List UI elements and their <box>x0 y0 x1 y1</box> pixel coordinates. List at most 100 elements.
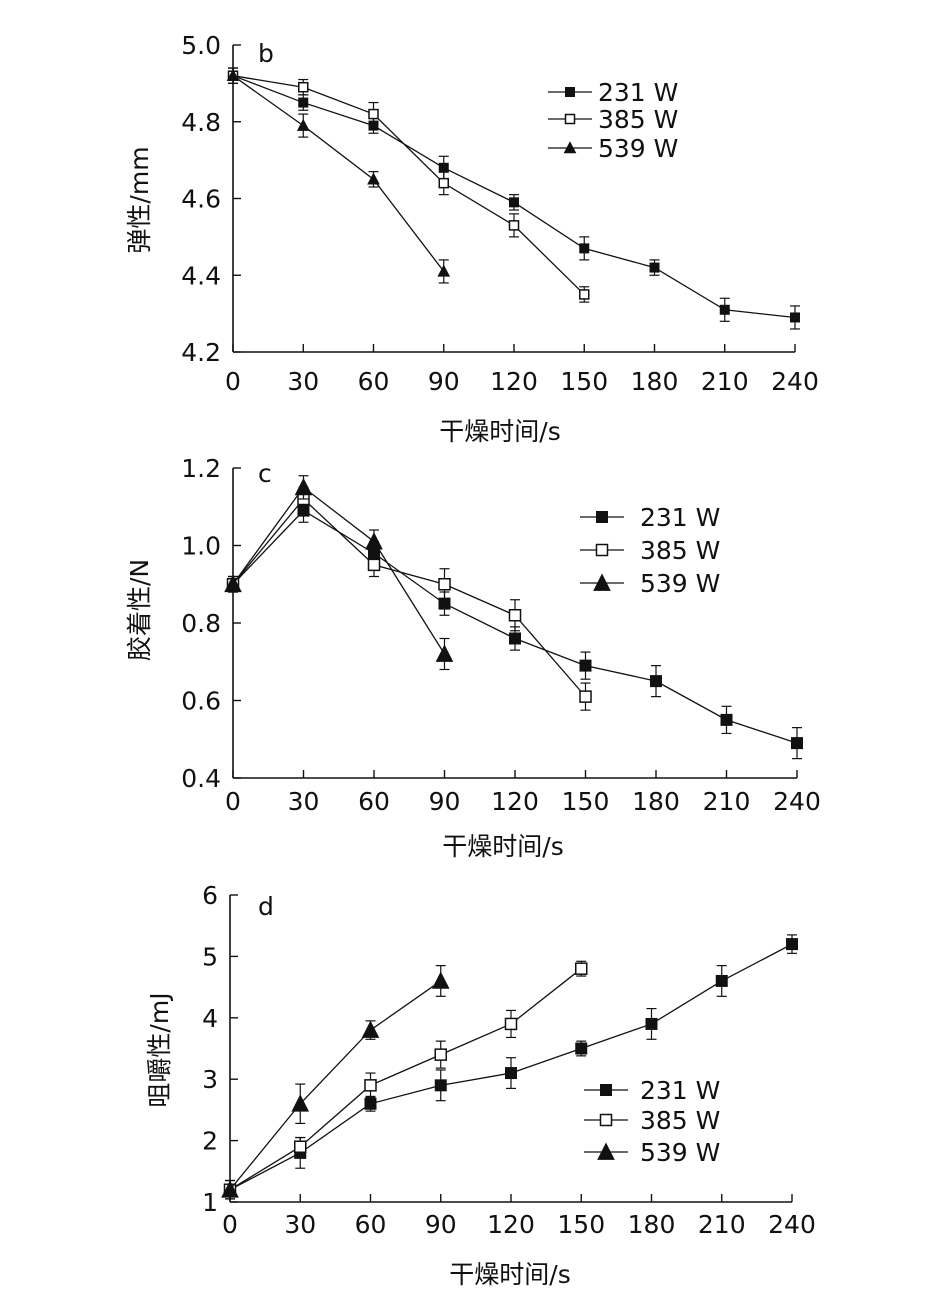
legend-entry: 385 W <box>548 105 678 134</box>
legend-entry: 231 W <box>580 503 720 532</box>
data-point <box>296 118 310 131</box>
data-point <box>509 197 519 208</box>
x-tick-label: 60 <box>355 1210 387 1239</box>
x-tick-label: 210 <box>703 787 751 816</box>
legend-entry: 539 W <box>580 569 720 598</box>
legend-entry: 385 W <box>584 1106 720 1135</box>
x-tick-label: 90 <box>429 787 461 816</box>
x-tick-label: 0 <box>225 787 241 816</box>
legend-marker <box>565 87 575 97</box>
x-tick-label: 90 <box>428 367 460 396</box>
y-tick-label: 1.2 <box>181 454 221 483</box>
data-point <box>434 1079 447 1092</box>
x-tick-label: 30 <box>284 1210 316 1239</box>
legend-label: 539 W <box>598 134 678 163</box>
data-point <box>504 1017 518 1031</box>
series-line <box>232 486 446 655</box>
series-539w <box>224 475 454 671</box>
y-tick-label: 6 <box>202 881 218 910</box>
x-tick-label: 150 <box>562 787 610 816</box>
data-point <box>291 1094 310 1112</box>
data-point <box>368 108 379 120</box>
legend-marker <box>564 113 576 125</box>
data-point <box>509 632 521 645</box>
y-tick-label: 4.4 <box>181 261 221 290</box>
data-point <box>438 162 449 173</box>
x-tick-label: 60 <box>358 367 390 396</box>
y-tick-label: 5.0 <box>181 31 221 60</box>
panel-letter: d <box>258 892 274 921</box>
data-point <box>438 177 449 189</box>
y-tick-label: 3 <box>202 1065 218 1094</box>
x-tick-label: 30 <box>287 367 319 396</box>
x-tick-label: 210 <box>701 367 749 396</box>
data-point <box>431 971 450 989</box>
y-tick-label: 0.4 <box>181 764 221 793</box>
chart-panel-c: 0.4 0.6 0.8 1.0 1.2 0 30 60 90 120 150 180 210 240 c 干燥… <box>125 454 821 861</box>
panel-letter: b <box>258 39 274 68</box>
series-385w <box>223 960 588 1200</box>
y-tick-label: 4 <box>202 1004 218 1033</box>
data-point <box>645 1017 658 1030</box>
data-point <box>294 1140 307 1153</box>
legend-entry: 231 W <box>548 78 678 107</box>
legend-marker <box>600 1084 612 1096</box>
legend-entry: 231 W <box>584 1076 720 1105</box>
series-line <box>232 498 586 698</box>
x-tick-label: 180 <box>628 1210 676 1239</box>
legend-label: 539 W <box>640 569 720 598</box>
data-point <box>221 1180 239 1198</box>
legend-marker <box>599 1113 613 1127</box>
x-tick-label: 120 <box>487 1210 535 1239</box>
data-point <box>365 532 383 550</box>
data-point <box>715 974 728 987</box>
legend-label: 385 W <box>598 105 678 134</box>
data-point <box>650 675 662 688</box>
y-tick-label: 1.0 <box>181 532 221 561</box>
x-tick-label: 60 <box>358 787 390 816</box>
panel-letter: c <box>258 459 272 488</box>
y-tick-label: 0.8 <box>181 609 221 638</box>
data-point <box>579 690 592 703</box>
data-point <box>508 609 522 622</box>
series-line <box>232 75 445 272</box>
data-point <box>294 477 313 496</box>
data-point <box>438 578 451 591</box>
data-point <box>649 262 660 273</box>
x-tick-label: 120 <box>490 367 538 396</box>
y-tick-label: 1 <box>202 1188 218 1217</box>
legend-marker <box>597 1142 615 1160</box>
data-point <box>367 558 381 572</box>
y-tick-label: 4.8 <box>181 108 221 137</box>
data-point <box>364 1097 377 1110</box>
legend-label: 231 W <box>640 503 720 532</box>
legend-marker <box>596 511 608 523</box>
x-tick-label: 240 <box>771 367 819 396</box>
data-point <box>361 1020 380 1038</box>
x-tick-label: 210 <box>698 1210 746 1239</box>
y-tick-label: 4.6 <box>181 185 221 214</box>
legend-label: 539 W <box>640 1138 720 1167</box>
x-tick-label: 30 <box>288 787 320 816</box>
y-axis-title: 咀嚼性/mJ <box>145 992 174 1107</box>
legend-label: 231 W <box>598 78 678 107</box>
legend-label: 385 W <box>640 536 720 565</box>
data-point <box>791 737 803 750</box>
x-tick-label: 150 <box>557 1210 605 1239</box>
y-tick-label: 2 <box>202 1127 218 1156</box>
data-point <box>790 312 800 323</box>
x-axis-title: 干燥时间/s <box>439 417 560 446</box>
y-tick-label: 5 <box>202 942 218 971</box>
data-point <box>505 1067 517 1080</box>
data-point <box>434 1048 447 1061</box>
legend-marker <box>593 573 611 591</box>
legend-marker <box>563 141 577 154</box>
y-tick-label: 4.2 <box>181 338 221 367</box>
x-tick-label: 180 <box>631 367 679 396</box>
legend-label: 385 W <box>640 1106 720 1135</box>
x-axis-title: 干燥时间/s <box>442 832 563 861</box>
x-tick-label: 240 <box>768 1210 816 1239</box>
series-line <box>229 980 442 1191</box>
series-231w <box>228 67 800 330</box>
